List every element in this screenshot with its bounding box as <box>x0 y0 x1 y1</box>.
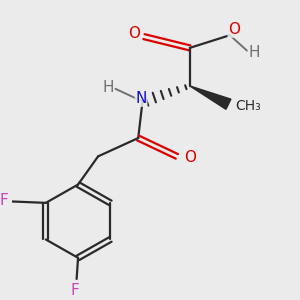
Text: F: F <box>0 193 9 208</box>
Text: CH₃: CH₃ <box>236 99 261 112</box>
Text: O: O <box>184 150 196 165</box>
Text: H: H <box>248 45 260 60</box>
Text: O: O <box>228 22 240 37</box>
Text: F: F <box>71 283 80 298</box>
Text: O: O <box>128 26 140 41</box>
Text: N: N <box>135 91 147 106</box>
Polygon shape <box>190 86 231 109</box>
Text: H: H <box>102 80 114 95</box>
